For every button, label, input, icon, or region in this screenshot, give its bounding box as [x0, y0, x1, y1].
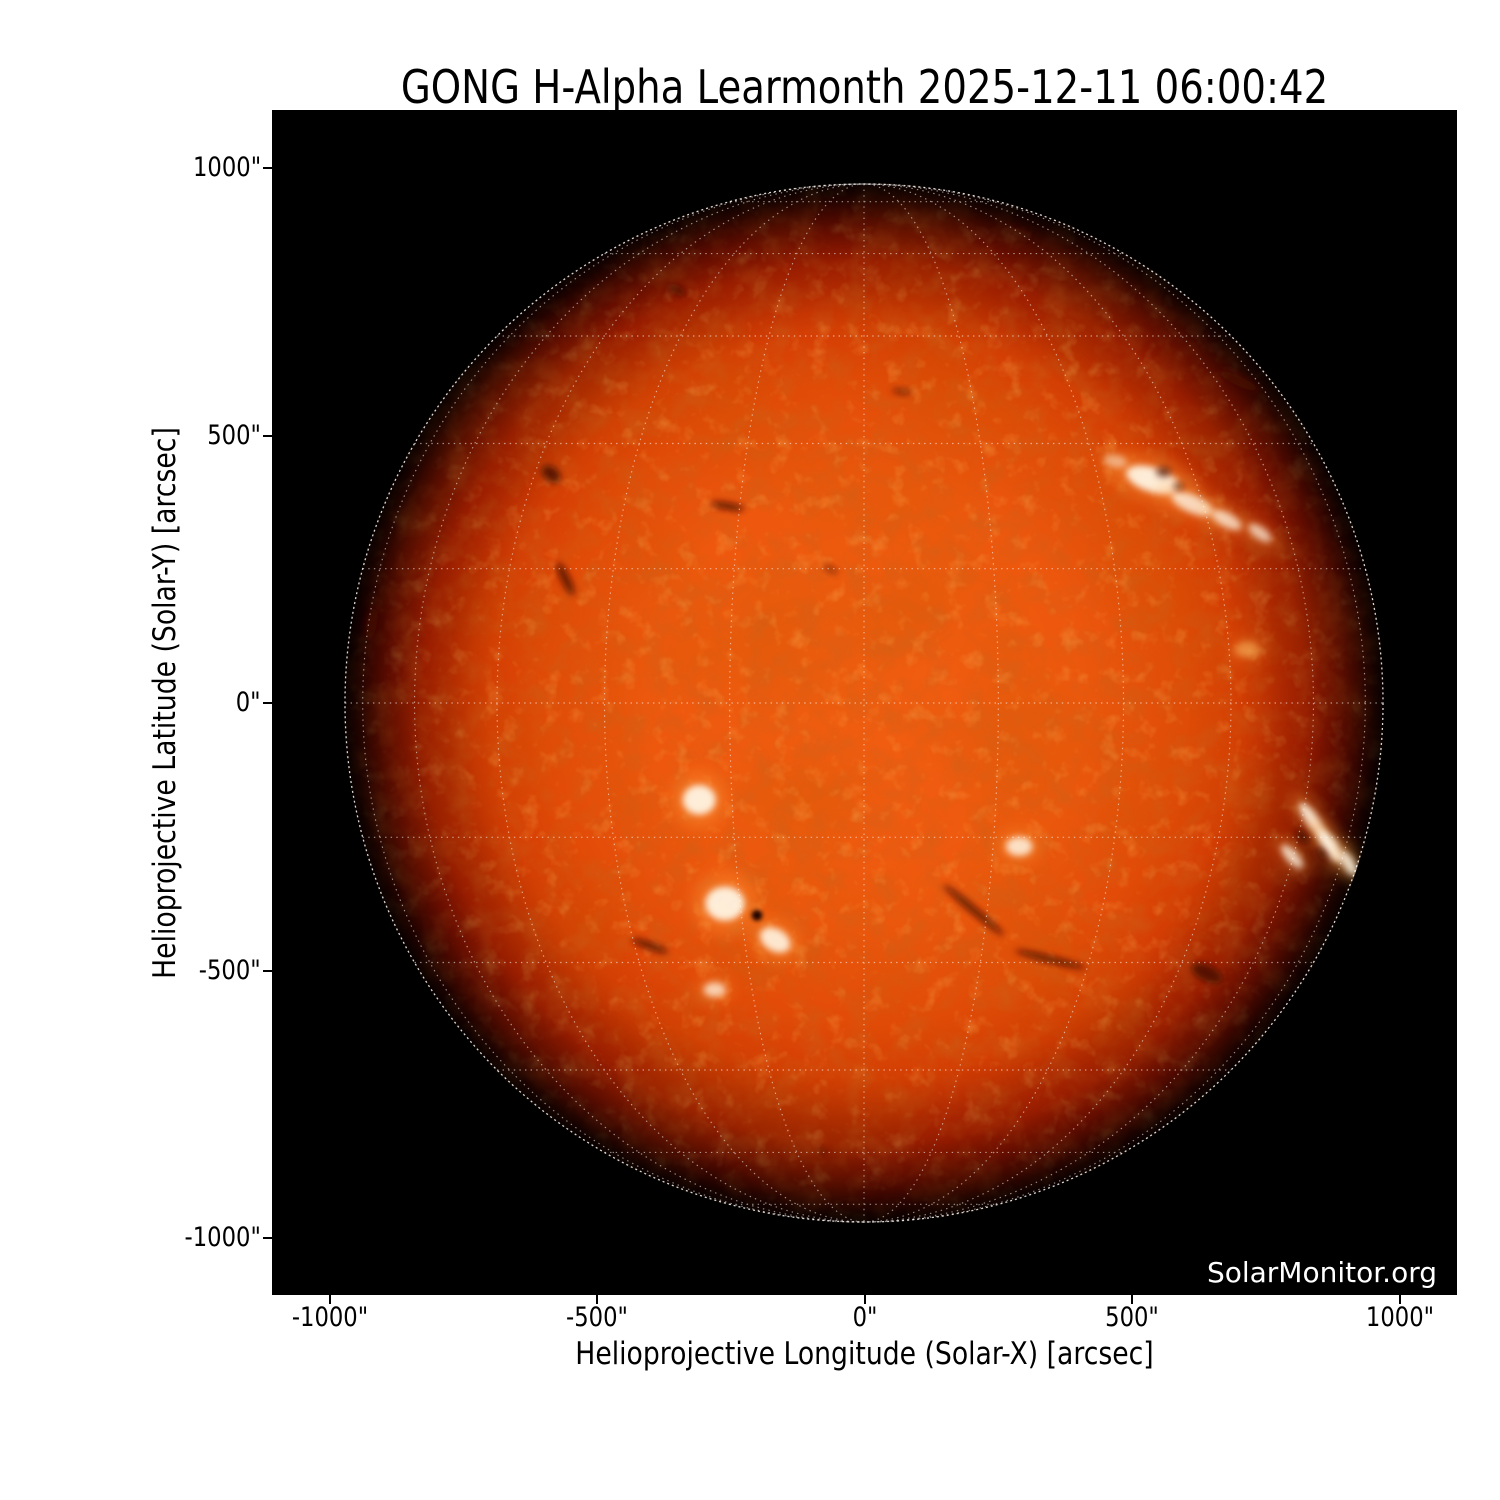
- plage: [703, 982, 726, 998]
- x-tick-mark: [1398, 1295, 1401, 1304]
- y-tick-mark: [263, 1237, 272, 1239]
- y-tick-mark: [263, 702, 272, 704]
- filament: [891, 388, 911, 395]
- x-tick-label: 500": [1105, 1302, 1159, 1333]
- filament: [1014, 949, 1086, 969]
- filament: [1218, 370, 1259, 392]
- x-tick-mark: [596, 1295, 598, 1304]
- filament: [1316, 847, 1328, 861]
- filament: [1296, 829, 1309, 845]
- plage: [1281, 844, 1303, 869]
- plot-area: SolarMonitor.org: [272, 110, 1457, 1295]
- x-tick-label: -1000": [291, 1302, 368, 1333]
- plage: [759, 927, 791, 953]
- plage: [1248, 523, 1272, 543]
- filament: [556, 562, 575, 596]
- filament: [667, 284, 686, 296]
- filament: [710, 501, 745, 511]
- filament: [365, 607, 378, 639]
- x-tick-label: 0": [852, 1302, 877, 1333]
- x-tick-mark: [1131, 1295, 1133, 1304]
- x-tick-mark: [328, 1295, 331, 1304]
- y-tick-label: 0": [236, 687, 261, 718]
- filament: [1156, 466, 1172, 477]
- solar-disk: [344, 183, 1384, 1223]
- y-tick-label: -1000": [184, 1222, 261, 1253]
- y-tick-label: 500": [207, 419, 261, 451]
- filament: [1007, 227, 1029, 238]
- plage: [1234, 641, 1260, 658]
- y-tick-mark: [263, 167, 272, 169]
- y-tick-mark: [263, 434, 272, 437]
- filament: [631, 938, 669, 954]
- plage: [1005, 836, 1033, 857]
- plage: [682, 784, 716, 815]
- limb-darkening-overlay: [344, 183, 1384, 1223]
- filament: [943, 884, 1005, 936]
- filament: [1191, 963, 1223, 984]
- filament: [817, 1147, 828, 1155]
- solar-disk-image: [272, 110, 1457, 1295]
- figure-title: GONG H-Alpha Learmonth 2025-12-11 06:00:…: [400, 60, 1329, 114]
- x-axis-label: Helioprojective Longitude (Solar-X) [arc…: [575, 1336, 1154, 1372]
- x-tick-label: 1000": [1365, 1302, 1434, 1333]
- x-tick-mark: [863, 1295, 866, 1304]
- x-tick-label: -500": [566, 1302, 628, 1333]
- plage: [705, 886, 745, 921]
- plage: [1103, 454, 1128, 468]
- plage: [1211, 509, 1242, 531]
- sunspot: [751, 910, 763, 921]
- y-axis-label-wrap: Helioprojective Latitude (Solar-Y) [arcs…: [146, 110, 184, 1295]
- y-tick-label: 1000": [192, 152, 261, 183]
- solar-features: [365, 227, 1364, 1155]
- filament: [541, 465, 561, 483]
- solar-limb-circle: [344, 183, 1384, 1223]
- filament: [823, 564, 838, 575]
- filament: [1172, 482, 1185, 491]
- y-tick-mark: [263, 969, 272, 972]
- y-tick-label: -500": [199, 954, 261, 986]
- watermark: SolarMonitor.org: [1206, 1256, 1437, 1289]
- y-axis-label: Helioprojective Latitude (Solar-Y) [arcs…: [147, 426, 183, 979]
- plage: [1340, 851, 1358, 876]
